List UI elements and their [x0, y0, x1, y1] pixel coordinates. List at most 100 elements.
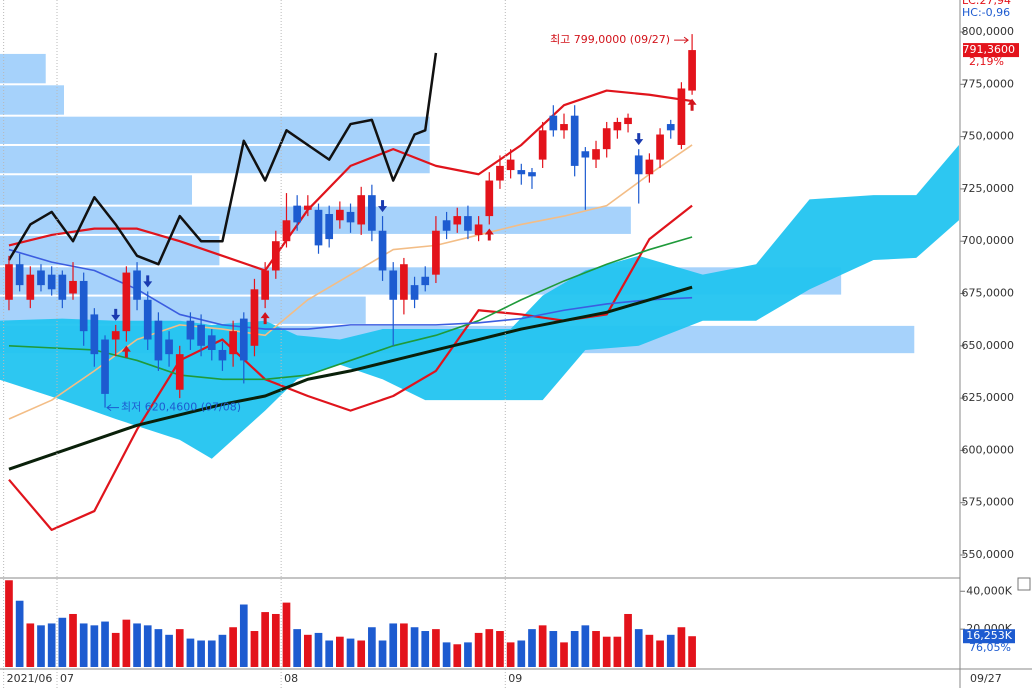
volume-bar	[368, 627, 376, 667]
y-tick-label: 775,0000	[962, 77, 1015, 90]
x-tick-label: 2021/06	[7, 672, 53, 685]
candle-body	[197, 324, 205, 346]
volume-bar	[528, 629, 536, 667]
scale-box	[1017, 577, 1031, 591]
volume-bar	[101, 621, 109, 667]
candle-body	[239, 318, 248, 361]
candle-body	[47, 274, 56, 290]
candle-body	[69, 280, 77, 294]
sell-signal	[143, 275, 153, 288]
volume-profile-bar	[0, 145, 430, 174]
candle-body	[175, 354, 184, 390]
candle-body	[389, 270, 398, 300]
volume-bar	[453, 644, 462, 667]
candle-body	[79, 280, 88, 332]
candle-body	[218, 349, 227, 361]
x-tick-label: 09	[508, 672, 522, 685]
y-tick-label: 40,000K	[966, 584, 1012, 597]
volume-bar	[442, 642, 451, 667]
y-tick-label: 600,0000	[962, 443, 1015, 456]
volume-bar	[37, 625, 45, 667]
candle-body	[111, 331, 120, 340]
candle-body	[400, 264, 408, 300]
volume-bar	[133, 623, 141, 667]
candle-body	[357, 195, 366, 225]
y-tick-label: 650,0000	[962, 339, 1015, 352]
volume-bar	[432, 629, 440, 667]
volume-bar	[197, 640, 205, 667]
y-tick-label: 550,0000	[962, 548, 1015, 561]
candle-body	[453, 216, 462, 225]
candle-body	[186, 320, 195, 340]
volume-bar	[517, 640, 526, 667]
candle-body	[336, 209, 344, 221]
candle-body	[303, 205, 312, 210]
volume-bar	[677, 627, 686, 667]
candle-body	[645, 159, 654, 175]
candle-body	[634, 155, 643, 175]
candle-body	[133, 270, 141, 300]
indicator-value: LC:27,94	[962, 0, 1011, 7]
volume-bar	[47, 623, 56, 667]
candle-body	[282, 220, 291, 242]
candle-body	[368, 195, 376, 231]
candle-body	[90, 314, 99, 355]
candle-body	[165, 339, 173, 355]
volume-bar	[143, 625, 152, 667]
candle-body	[474, 224, 483, 235]
volume-profile-bar	[0, 116, 430, 144]
candle-body	[613, 121, 622, 131]
volume-bar	[357, 640, 366, 667]
last-volume-tag	[963, 629, 1015, 644]
indicator-line	[8, 144, 693, 420]
candle-body	[432, 230, 440, 275]
volume-bar	[90, 625, 99, 667]
indicator-line	[8, 285, 693, 471]
buy-signal	[484, 228, 494, 241]
candle-body	[570, 115, 579, 166]
y-tick-label: 700,0000	[962, 234, 1015, 247]
volume-bar	[410, 627, 419, 667]
volume-profile-bar	[0, 53, 46, 84]
candle-body	[624, 117, 632, 125]
change-label: 2,19%	[969, 55, 1004, 68]
volume-bar	[688, 636, 696, 667]
volume-bar	[154, 629, 163, 667]
y-tick-label: 725,0000	[962, 182, 1015, 195]
volume-bar	[538, 625, 547, 667]
volume-bar	[325, 640, 334, 667]
volume-bar	[165, 634, 173, 667]
candle-body	[421, 276, 430, 286]
volume-bar	[581, 625, 590, 667]
candle-body	[688, 50, 696, 91]
volume-bar	[69, 613, 77, 667]
y-tick-label: 675,0000	[962, 286, 1015, 299]
candle-body	[101, 339, 109, 394]
high-arrow	[674, 36, 689, 44]
volume-bar	[378, 640, 387, 667]
low-annotation: 최저 620,4600 (07/08)	[121, 401, 241, 414]
candle-body	[560, 124, 568, 131]
volume-bar	[421, 631, 430, 667]
volume-bar	[645, 634, 654, 667]
y-tick-label: 575,0000	[962, 496, 1015, 509]
candle-body	[538, 130, 547, 160]
volume-bar	[656, 640, 664, 667]
indicator-line	[8, 236, 693, 381]
candle-body	[58, 274, 67, 300]
indicator-line	[7, 52, 438, 266]
volume-bar	[261, 612, 269, 667]
volume-bar	[111, 632, 120, 667]
candle-body	[293, 205, 302, 223]
volume-bar	[15, 600, 24, 667]
volume-bar	[58, 617, 67, 667]
low-arrow	[106, 404, 120, 411]
sell-signal	[378, 200, 388, 213]
y-tick-label: 800,0000	[962, 25, 1015, 38]
volume-bar	[229, 627, 237, 667]
volume-bar	[122, 619, 131, 667]
volume-bar	[250, 631, 259, 667]
candle-body	[666, 124, 675, 131]
candle-body	[37, 270, 45, 286]
